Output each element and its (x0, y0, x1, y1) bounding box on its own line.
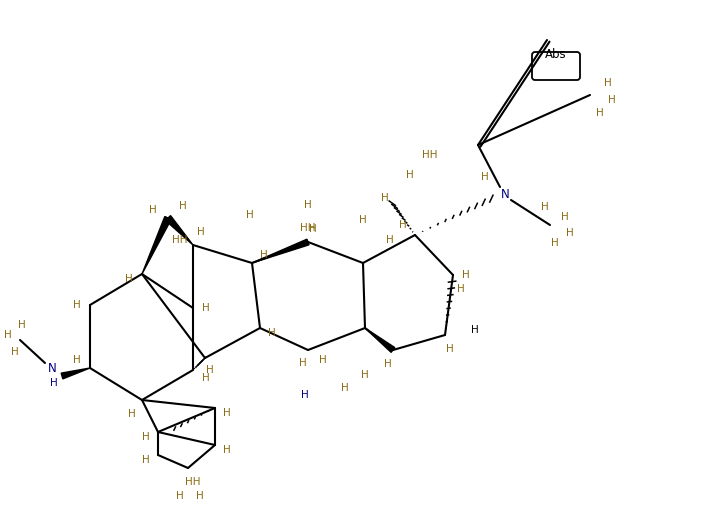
Text: H: H (223, 445, 231, 455)
Text: H: H (462, 270, 470, 280)
Text: H: H (359, 215, 367, 225)
Text: HH: HH (422, 150, 438, 160)
Text: H: H (341, 383, 349, 393)
Text: H: H (125, 274, 133, 284)
Text: HH: HH (185, 477, 201, 487)
Text: HH: HH (172, 235, 187, 245)
Text: H: H (399, 220, 407, 230)
Text: H: H (446, 344, 454, 354)
Text: H: H (246, 210, 254, 220)
Text: Abs: Abs (545, 48, 567, 61)
Text: H: H (381, 193, 389, 203)
Text: HH: HH (300, 223, 316, 233)
Text: N: N (500, 188, 509, 201)
Text: H: H (268, 328, 276, 338)
Text: H: H (176, 491, 184, 501)
Text: H: H (561, 212, 569, 222)
FancyBboxPatch shape (532, 52, 580, 80)
Polygon shape (365, 328, 395, 353)
Text: H: H (608, 95, 616, 105)
Text: H: H (50, 378, 58, 388)
Text: H: H (304, 200, 312, 210)
Text: H: H (73, 355, 81, 365)
Polygon shape (165, 215, 193, 245)
Text: H: H (566, 228, 574, 238)
Text: H: H (223, 408, 231, 418)
Text: H: H (202, 303, 210, 313)
Text: N: N (47, 361, 57, 374)
Text: H: H (11, 347, 19, 357)
Text: H: H (299, 358, 307, 368)
Text: H: H (197, 227, 205, 237)
Text: H: H (73, 300, 81, 310)
Text: H: H (406, 170, 414, 180)
Text: H: H (196, 491, 204, 501)
Polygon shape (142, 217, 171, 274)
Text: H: H (481, 172, 489, 182)
Text: H: H (471, 325, 479, 335)
Text: H: H (206, 365, 214, 375)
Polygon shape (252, 239, 309, 263)
Text: H: H (202, 373, 210, 383)
Text: H: H (604, 78, 612, 88)
Text: H: H (4, 330, 12, 340)
Text: H: H (384, 359, 392, 369)
Text: H: H (18, 320, 26, 330)
Text: H: H (551, 238, 559, 248)
Text: H: H (301, 390, 309, 400)
Text: H: H (142, 432, 150, 442)
Text: H: H (319, 355, 327, 365)
Text: H: H (149, 205, 157, 215)
Text: H: H (128, 409, 136, 419)
Text: H: H (309, 224, 317, 234)
Text: H: H (260, 250, 268, 260)
Text: H: H (596, 108, 604, 118)
Text: H: H (541, 202, 549, 212)
Text: H: H (457, 284, 465, 294)
Text: H: H (386, 235, 394, 245)
Text: H: H (142, 455, 150, 465)
Polygon shape (61, 368, 90, 379)
Text: H: H (179, 201, 187, 211)
Text: H: H (361, 370, 369, 380)
